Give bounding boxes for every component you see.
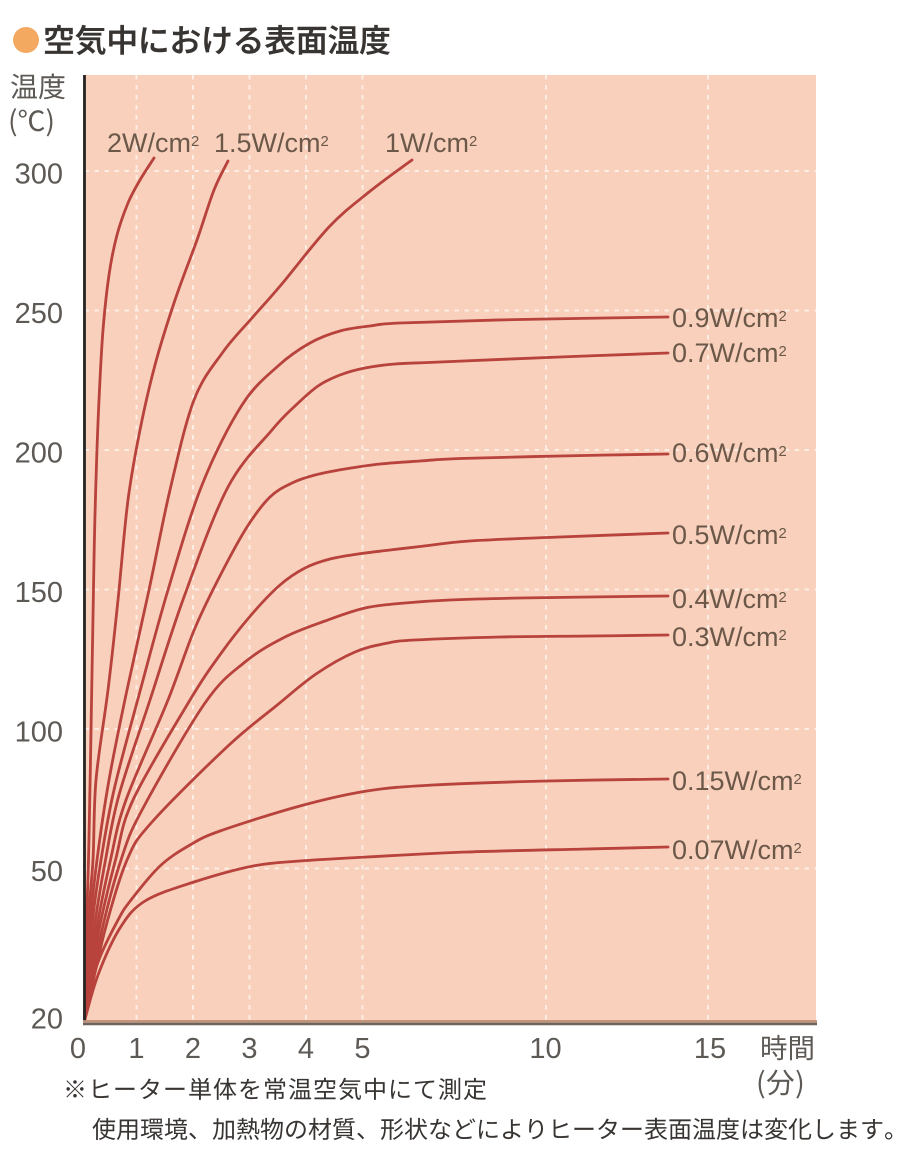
svg-text:0.4W/cm2: 0.4W/cm2 <box>672 584 787 614</box>
svg-text:1.5W/cm2: 1.5W/cm2 <box>214 128 329 158</box>
svg-text:4: 4 <box>298 1033 314 1065</box>
svg-text:2W/cm2: 2W/cm2 <box>107 128 199 158</box>
svg-text:5: 5 <box>354 1033 370 1065</box>
svg-text:20: 20 <box>31 1004 63 1036</box>
svg-text:200: 200 <box>15 438 63 470</box>
svg-text:0.5W/cm2: 0.5W/cm2 <box>672 520 787 550</box>
svg-text:0.7W/cm2: 0.7W/cm2 <box>672 338 787 368</box>
svg-text:0.3W/cm2: 0.3W/cm2 <box>672 622 787 652</box>
svg-text:300: 300 <box>15 159 63 191</box>
svg-text:150: 150 <box>15 577 63 609</box>
svg-text:2: 2 <box>185 1033 201 1065</box>
svg-text:250: 250 <box>15 298 63 330</box>
svg-text:0.6W/cm2: 0.6W/cm2 <box>672 438 787 468</box>
svg-text:50: 50 <box>31 856 63 888</box>
svg-text:15: 15 <box>694 1033 726 1065</box>
svg-text:10: 10 <box>529 1033 561 1065</box>
svg-text:0.9W/cm2: 0.9W/cm2 <box>672 303 787 333</box>
svg-text:1W/cm2: 1W/cm2 <box>385 128 477 158</box>
svg-text:3: 3 <box>241 1033 257 1065</box>
svg-text:1: 1 <box>128 1033 144 1065</box>
svg-text:0: 0 <box>70 1033 86 1065</box>
svg-text:100: 100 <box>15 717 63 749</box>
svg-text:0.07W/cm2: 0.07W/cm2 <box>672 835 802 865</box>
svg-text:0.15W/cm2: 0.15W/cm2 <box>672 766 802 796</box>
